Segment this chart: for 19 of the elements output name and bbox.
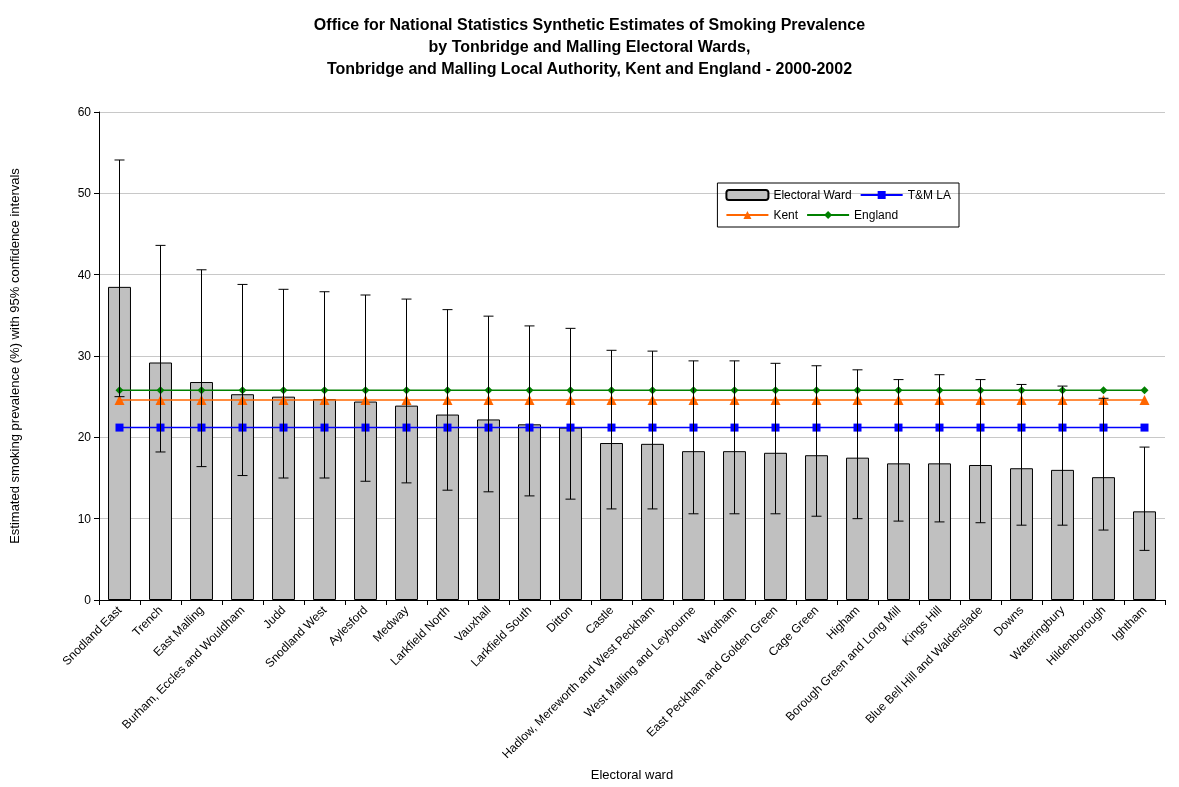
point [1140, 386, 1149, 395]
legend-label: Electoral Ward [773, 188, 852, 202]
point [1140, 423, 1149, 432]
y-tick-label: 60 [77, 105, 92, 119]
chart-title: Office for National Statistics Synthetic Estimates of Smoking Prevalence by Tonbridge and Malling Electoral Wards, Tonbridge and Malling Local Authority, Kent and England - 2000-2002 [313, 15, 866, 77]
legend-label: Kent [773, 208, 799, 222]
point [1139, 394, 1150, 405]
legend-label: T&M LA [907, 188, 951, 202]
legend-label: England [854, 208, 899, 222]
y-tick-label: 30 [77, 349, 92, 363]
point [115, 423, 124, 432]
y-tick-label: 40 [77, 267, 92, 282]
y-axis-title: Estimated smoking prevalence (%) with 95% confidence intervals [7, 167, 22, 544]
point [1099, 386, 1108, 395]
y-tick-label: 10 [77, 511, 92, 526]
y-tick-label: 50 [77, 186, 92, 201]
y-tick-label: 20 [77, 430, 92, 445]
y-tick-label: 0 [84, 593, 92, 607]
x-axis-title: Electoral ward [590, 766, 674, 782]
